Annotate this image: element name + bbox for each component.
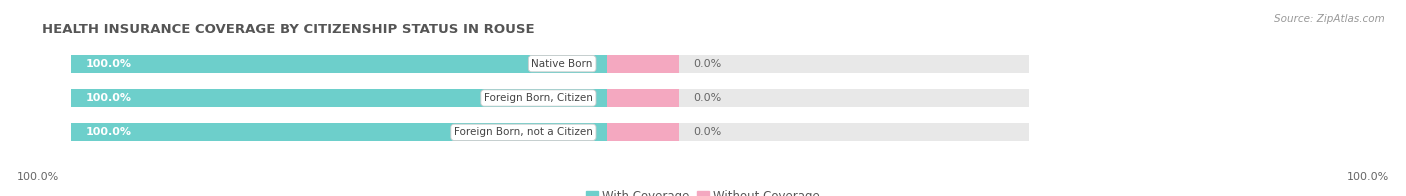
Text: HEALTH INSURANCE COVERAGE BY CITIZENSHIP STATUS IN ROUSE: HEALTH INSURANCE COVERAGE BY CITIZENSHIP… — [42, 23, 534, 36]
Text: 0.0%: 0.0% — [693, 59, 721, 69]
Bar — [70, 89, 607, 107]
Text: Native Born: Native Born — [531, 59, 593, 69]
Text: 100.0%: 100.0% — [86, 127, 131, 137]
Text: 100.0%: 100.0% — [1347, 172, 1389, 182]
Bar — [70, 55, 607, 73]
Legend: With Coverage, Without Coverage: With Coverage, Without Coverage — [581, 185, 825, 196]
Bar — [70, 89, 1029, 107]
Text: Foreign Born, Citizen: Foreign Born, Citizen — [484, 93, 593, 103]
Text: 100.0%: 100.0% — [17, 172, 59, 182]
Bar — [607, 55, 679, 73]
Bar — [607, 123, 679, 141]
Text: 0.0%: 0.0% — [693, 127, 721, 137]
Bar — [607, 89, 679, 107]
Bar — [70, 55, 1029, 73]
Text: Foreign Born, not a Citizen: Foreign Born, not a Citizen — [454, 127, 593, 137]
Bar — [70, 123, 607, 141]
Text: Source: ZipAtlas.com: Source: ZipAtlas.com — [1274, 14, 1385, 24]
Bar — [70, 123, 1029, 141]
Text: 100.0%: 100.0% — [86, 93, 131, 103]
Text: 100.0%: 100.0% — [86, 59, 131, 69]
Text: 0.0%: 0.0% — [693, 93, 721, 103]
